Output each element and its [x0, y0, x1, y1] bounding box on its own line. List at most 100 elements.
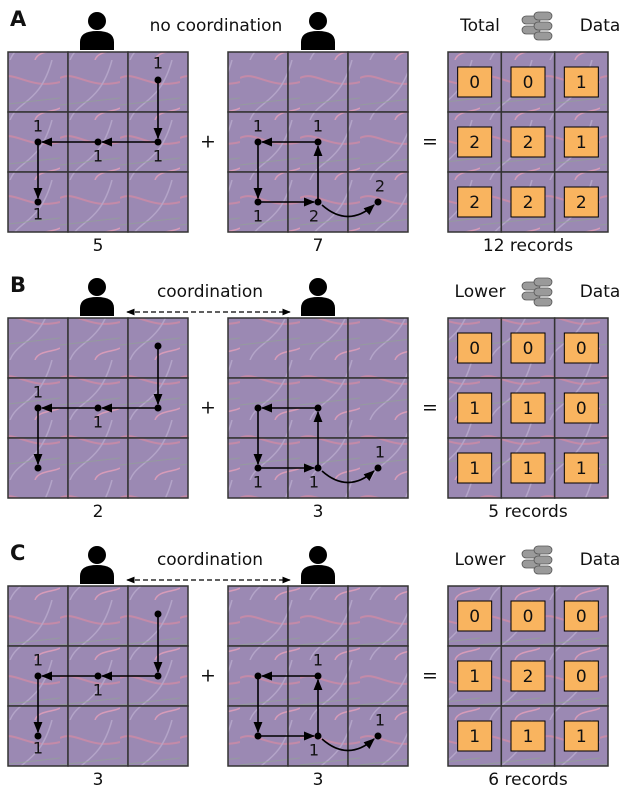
person-icon — [301, 278, 335, 316]
count-box — [457, 66, 493, 98]
node-dot — [374, 732, 382, 740]
result-title-left: Total — [459, 16, 500, 36]
plus-sign: + — [200, 397, 216, 419]
grid-total: 7 — [313, 236, 324, 256]
person-icon — [80, 546, 114, 584]
map-tile — [347, 51, 409, 113]
point-count: 1 — [253, 207, 263, 226]
point-count: 1 — [153, 147, 163, 166]
person-body — [301, 297, 335, 316]
person-head — [309, 12, 327, 30]
disk — [533, 31, 553, 41]
person-head — [88, 278, 106, 296]
node-dot — [374, 464, 382, 472]
cell-count: 2 — [523, 193, 534, 213]
cell-count: 1 — [469, 667, 480, 687]
path-arrow — [321, 204, 375, 218]
cell-count: 0 — [523, 607, 534, 627]
result-title-left: Lower — [455, 282, 506, 302]
cell-count: 2 — [469, 193, 480, 213]
count-box — [510, 66, 546, 98]
count-box — [563, 332, 599, 364]
map-tile — [7, 585, 69, 647]
panel-label: C — [10, 541, 25, 565]
result-tile — [500, 705, 556, 767]
person-head — [88, 12, 106, 30]
person-icon — [301, 12, 335, 50]
person-head — [88, 546, 106, 564]
disk — [533, 555, 553, 565]
panel-label: B — [10, 273, 26, 297]
point-count: 1 — [33, 739, 43, 758]
count-box — [457, 452, 493, 484]
map-tile — [127, 171, 189, 233]
point-count: 2 — [309, 207, 319, 226]
cell-count: 1 — [576, 73, 587, 93]
map-tile — [347, 317, 409, 379]
point-count: 1 — [313, 651, 323, 670]
person-body — [80, 565, 114, 584]
equals-sign: = — [422, 665, 438, 687]
equals-sign: = — [422, 397, 438, 419]
cell-count: 0 — [576, 607, 587, 627]
map-tile — [7, 51, 69, 113]
cell-count: 0 — [469, 607, 480, 627]
database-icon — [521, 545, 553, 575]
grid-total: 2 — [93, 502, 104, 522]
map-tile — [347, 585, 409, 647]
cell-count: 1 — [576, 727, 587, 747]
disk — [533, 287, 553, 297]
point-count: 1 — [375, 443, 385, 462]
result-caption: 5 records — [488, 502, 568, 522]
result-caption: 12 records — [483, 236, 573, 256]
cell-count: 0 — [576, 667, 587, 687]
map-tile — [227, 317, 289, 379]
point-count: 1 — [313, 117, 323, 136]
map-tile — [67, 317, 129, 379]
count-box — [457, 660, 493, 692]
node-dot — [34, 198, 42, 206]
equals-sign: = — [422, 131, 438, 153]
database-icon — [521, 11, 553, 41]
panel-header: coordination — [157, 282, 263, 302]
point-count: 1 — [33, 383, 43, 402]
grid-total: 5 — [93, 236, 104, 256]
cell-count: 1 — [523, 727, 534, 747]
disk — [533, 11, 553, 21]
map-tile — [227, 51, 289, 113]
result-title-right: Data — [580, 550, 621, 570]
point-count: 1 — [93, 413, 103, 432]
disk — [533, 297, 553, 307]
map-tile — [67, 585, 129, 647]
result-title-right: Data — [580, 282, 621, 302]
point-count: 1 — [375, 711, 385, 730]
count-box — [510, 660, 546, 692]
cell-count: 1 — [576, 459, 587, 479]
count-box — [457, 392, 493, 424]
point-count: 1 — [33, 205, 43, 224]
count-box — [510, 600, 546, 632]
plus-sign: + — [200, 665, 216, 687]
cell-count: 2 — [469, 133, 480, 153]
map-tile — [67, 705, 129, 767]
grid-total: 3 — [313, 770, 324, 788]
point-count: 1 — [93, 147, 103, 166]
count-box — [563, 66, 599, 98]
count-box — [563, 186, 599, 218]
map-tile — [67, 51, 129, 113]
count-box — [457, 600, 493, 632]
point-count: 1 — [253, 473, 263, 492]
cell-count: 0 — [523, 73, 534, 93]
cell-count: 1 — [523, 399, 534, 419]
disk — [533, 277, 553, 287]
person-head — [309, 546, 327, 564]
count-box — [563, 600, 599, 632]
person-body — [301, 31, 335, 50]
panel-header: coordination — [157, 550, 263, 570]
panel-label: A — [10, 7, 27, 31]
person-icon — [301, 546, 335, 584]
map-tile — [287, 585, 349, 647]
count-box — [457, 720, 493, 752]
path-arrow — [321, 738, 375, 752]
